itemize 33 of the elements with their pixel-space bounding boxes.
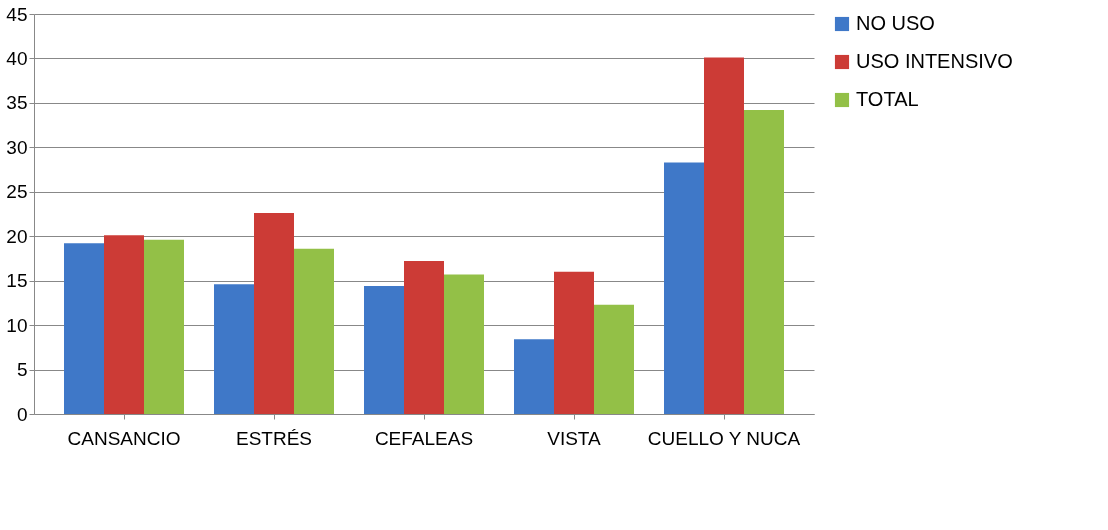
y-tick-label: 45 bbox=[6, 3, 28, 25]
bar bbox=[214, 284, 254, 414]
bar bbox=[554, 271, 594, 414]
bar bbox=[144, 239, 184, 414]
bar bbox=[364, 286, 404, 414]
y-tick-label: 25 bbox=[6, 181, 28, 203]
x-tick-label: ESTRÉS bbox=[235, 427, 313, 449]
bar bbox=[294, 248, 334, 414]
x-tick-label: CANSANCIO bbox=[67, 427, 181, 449]
y-tick-label: 5 bbox=[16, 359, 28, 381]
y-tick-label: 30 bbox=[6, 136, 28, 158]
y-tick-label: 20 bbox=[6, 225, 28, 247]
y-tick-label: 0 bbox=[16, 403, 28, 425]
bar bbox=[64, 243, 104, 414]
y-tick-label: 15 bbox=[6, 270, 28, 292]
bar bbox=[704, 57, 744, 414]
bar bbox=[594, 304, 634, 414]
x-tick-label: CEFALEAS bbox=[374, 427, 474, 449]
legend-label: TOTAL bbox=[856, 88, 919, 110]
bar bbox=[404, 261, 444, 414]
bar bbox=[744, 110, 784, 414]
x-tick-label: CUELLO Y NUCA bbox=[647, 427, 801, 449]
bar bbox=[254, 213, 294, 414]
bar bbox=[514, 339, 554, 414]
bar bbox=[444, 274, 484, 414]
y-tick-label: 40 bbox=[6, 47, 28, 69]
bar bbox=[104, 235, 144, 414]
bar bbox=[664, 162, 704, 414]
legend-label: USO INTENSIVO bbox=[856, 50, 1013, 72]
x-tick-label: VISTA bbox=[547, 427, 602, 449]
legend-label: NO USO bbox=[856, 12, 935, 34]
y-tick-label: 10 bbox=[6, 314, 28, 336]
y-tick-label: 35 bbox=[6, 92, 28, 114]
